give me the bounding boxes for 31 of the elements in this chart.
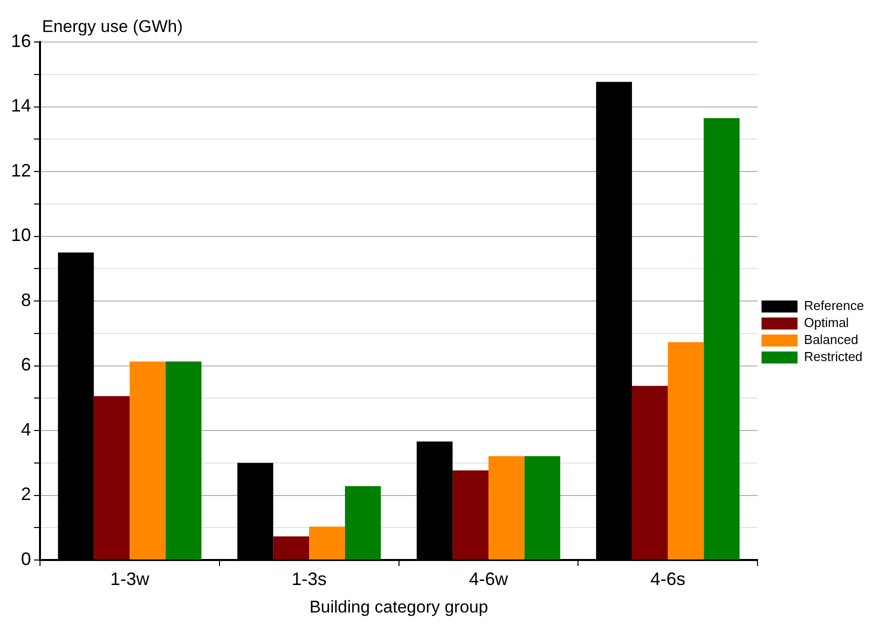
y-tick-label: 4 xyxy=(21,419,32,440)
y-tick-label: 10 xyxy=(10,225,32,246)
bar xyxy=(668,342,704,560)
y-axis-title: Energy use (GWh) xyxy=(42,17,183,36)
bar xyxy=(632,386,668,560)
bar xyxy=(273,536,310,560)
bar xyxy=(524,456,560,560)
y-tick-label: 16 xyxy=(10,30,32,51)
y-tick-label: 0 xyxy=(21,548,32,569)
y-tick-label: 6 xyxy=(21,354,32,375)
bar xyxy=(344,486,381,560)
x-tick-label: 1-3s xyxy=(292,568,327,589)
y-tick-label: 12 xyxy=(10,160,32,180)
bar xyxy=(94,396,130,560)
bar xyxy=(452,470,488,560)
y-tick-label: 2 xyxy=(21,484,32,504)
y-tick-label: 8 xyxy=(21,290,32,310)
y-tick-label: 14 xyxy=(10,96,32,116)
legend-label: Balanced xyxy=(804,332,858,348)
bar xyxy=(488,456,524,560)
bar xyxy=(704,118,740,560)
bar xyxy=(309,526,345,560)
bar xyxy=(130,362,166,560)
legend-label: Reference xyxy=(804,298,864,314)
x-tick-label: 1-3w xyxy=(110,568,150,589)
legend-label: Optimal xyxy=(804,315,849,330)
legend-label: Restricted xyxy=(804,349,863,364)
x-axis-title: Building category group xyxy=(309,597,488,616)
bar xyxy=(166,362,202,560)
x-tick-label: 4-6s xyxy=(650,568,686,589)
x-tick-label: 4-6w xyxy=(468,568,509,589)
